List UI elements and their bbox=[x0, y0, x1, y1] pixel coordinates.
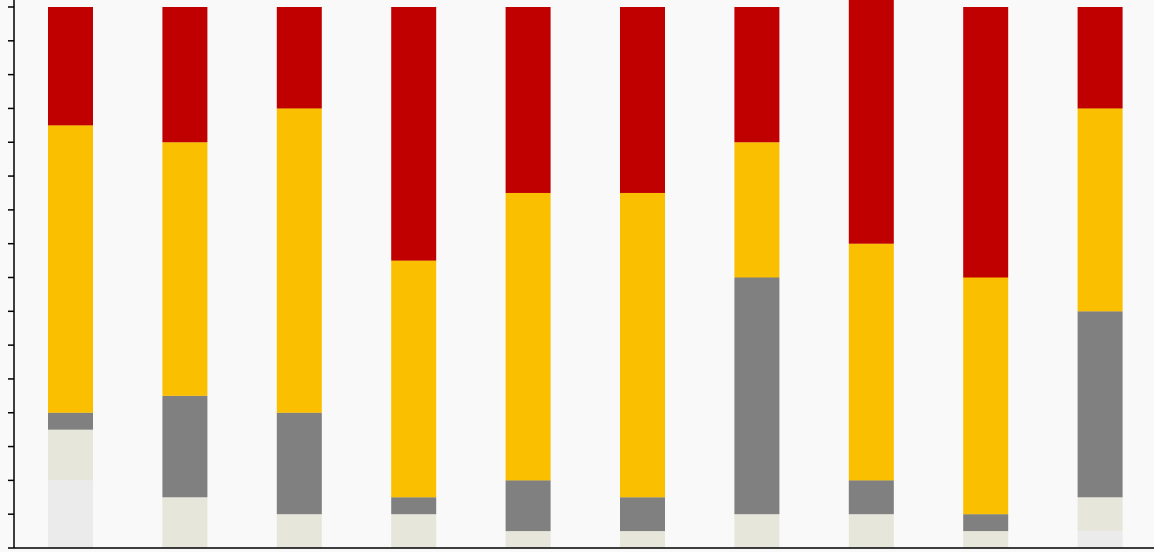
bar-segment-6-series-2 bbox=[620, 531, 665, 548]
bar-segment-2-series-2 bbox=[162, 497, 208, 548]
bar-segment-1-series-2 bbox=[48, 429, 93, 481]
bar-segment-9-series-2 bbox=[963, 531, 1009, 548]
bar-segment-9-series-4 bbox=[963, 277, 1009, 515]
bar-segment-7-series-4 bbox=[734, 142, 780, 278]
bar-segment-8-series-3 bbox=[848, 480, 894, 515]
bar-segment-2-series-5 bbox=[162, 7, 208, 143]
bar-segment-8-series-4 bbox=[848, 243, 894, 481]
bars-layer bbox=[48, 0, 1123, 548]
bar-segment-2-series-4 bbox=[162, 142, 208, 396]
bar-segment-1-series-3 bbox=[48, 412, 93, 430]
bar-segment-3-series-3 bbox=[276, 412, 322, 515]
bar-segment-7-series-5 bbox=[734, 7, 780, 143]
bar-segment-3-series-4 bbox=[276, 108, 322, 413]
bar-segment-3-series-5 bbox=[276, 7, 322, 109]
bar-segment-4-series-4 bbox=[391, 260, 437, 498]
bar-segment-5-series-2 bbox=[505, 531, 551, 548]
bar-segment-9-series-5 bbox=[963, 7, 1009, 278]
bar-segment-6-series-4 bbox=[620, 192, 665, 498]
bar-segment-10-series-4 bbox=[1077, 108, 1123, 312]
bar-segment-1-series-4 bbox=[48, 125, 93, 413]
bar-segment-10-series-3 bbox=[1077, 311, 1123, 498]
bar-segment-1-series-1 bbox=[48, 480, 93, 548]
bar-segment-7-series-3 bbox=[734, 277, 780, 515]
bar-segment-9-series-3 bbox=[963, 514, 1009, 532]
bar-segment-5-series-5 bbox=[505, 7, 551, 193]
bar-segment-4-series-2 bbox=[391, 514, 437, 548]
bar-segment-8-series-2 bbox=[848, 514, 894, 548]
bar-segment-8-series-5 bbox=[848, 0, 894, 244]
bar-segment-5-series-4 bbox=[505, 192, 551, 481]
bar-segment-10-series-2 bbox=[1077, 497, 1123, 532]
bar-segment-4-series-3 bbox=[391, 497, 437, 515]
bar-segment-2-series-3 bbox=[162, 395, 208, 498]
bar-segment-7-series-2 bbox=[734, 514, 780, 548]
bar-segment-6-series-3 bbox=[620, 497, 665, 532]
axis-layer bbox=[8, 0, 1154, 549]
bar-segment-1-series-5 bbox=[48, 7, 93, 126]
bar-segment-4-series-5 bbox=[391, 7, 437, 261]
bar-segment-10-series-5 bbox=[1077, 7, 1123, 109]
bar-segment-3-series-2 bbox=[276, 514, 322, 548]
bar-segment-5-series-3 bbox=[505, 480, 551, 532]
bar-segment-6-series-5 bbox=[620, 7, 665, 193]
bar-segment-10-series-1 bbox=[1077, 531, 1123, 548]
